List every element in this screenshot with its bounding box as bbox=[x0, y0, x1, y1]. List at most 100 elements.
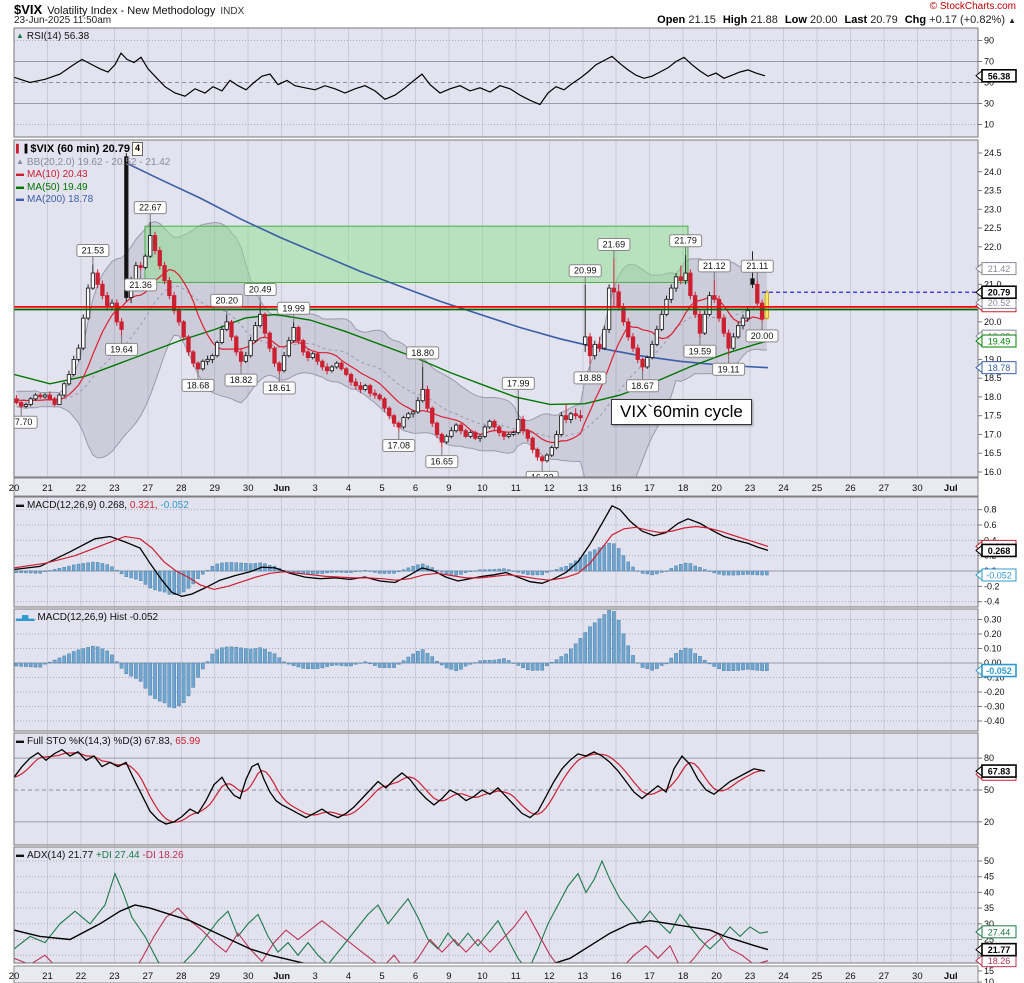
svg-text:0.268: 0.268 bbox=[988, 546, 1011, 556]
axis-tick-label: 10 bbox=[984, 977, 994, 983]
svg-text:18.88: 18.88 bbox=[579, 373, 602, 383]
price-flag: 16.23 bbox=[525, 463, 559, 477]
date-label: 11 bbox=[511, 971, 521, 982]
rsi-line bbox=[14, 52, 766, 106]
axis-tick-label: 0.6 bbox=[984, 520, 997, 530]
price-flag: 17.99 bbox=[501, 376, 535, 398]
svg-text:-0.052: -0.052 bbox=[986, 570, 1012, 580]
date-label: 28 bbox=[176, 483, 187, 494]
axis-value-tag: 0.268 bbox=[975, 543, 1017, 558]
date-label: 10 bbox=[477, 971, 488, 982]
axis-tick-label: 10 bbox=[984, 120, 994, 130]
date-label: 12 bbox=[544, 483, 555, 494]
axis-tick-label: -0.2 bbox=[984, 581, 1000, 591]
svg-text:17.99: 17.99 bbox=[507, 378, 530, 388]
date-label: 27 bbox=[879, 971, 890, 982]
open-value: 21.15 bbox=[688, 14, 716, 26]
svg-text:20.99: 20.99 bbox=[574, 266, 597, 276]
price-flag: 21.12 bbox=[697, 259, 731, 280]
last-label: Last bbox=[844, 14, 868, 26]
macd-panel bbox=[14, 504, 769, 597]
date-label: 4 bbox=[346, 483, 351, 494]
axis-tick-label: 0.00 bbox=[984, 658, 1002, 668]
di-line bbox=[14, 859, 769, 963]
high-label: High bbox=[722, 14, 748, 26]
svg-text:20.00: 20.00 bbox=[751, 331, 774, 341]
axis-tick-label: 25 bbox=[984, 935, 994, 945]
sto-panel bbox=[14, 748, 766, 825]
axis-tick-label: 30 bbox=[984, 99, 994, 109]
price-flag: 20.49 bbox=[243, 282, 277, 304]
axis-tick-label: 16.0 bbox=[984, 467, 1002, 477]
sto-legend: ▬ Full STO %K(14,3) %D(3) 67.83, 65.99 bbox=[16, 736, 201, 747]
adx-line-icon: ▬ bbox=[16, 850, 24, 859]
date-label: 18 bbox=[678, 483, 689, 494]
price-flag: 21.11 bbox=[740, 259, 774, 281]
date-label: 23 bbox=[109, 483, 120, 494]
sto-line-icon: ▬ bbox=[16, 736, 24, 745]
svg-text:21.77: 21.77 bbox=[988, 945, 1011, 955]
price-flag: 18.88 bbox=[573, 363, 607, 385]
ma10-line bbox=[16, 268, 768, 444]
axis-tick-label: 24.0 bbox=[984, 167, 1002, 177]
date-axis-0 bbox=[13, 477, 979, 497]
price-flag: 19.99 bbox=[277, 301, 311, 323]
svg-text:19.64: 19.64 bbox=[110, 344, 133, 354]
axis-tick-label: 22.0 bbox=[984, 242, 1002, 252]
quote-bar: Open 21.15 High 21.88 Low 20.00 Last 20.79 C… bbox=[657, 14, 1016, 26]
date-label: 21 bbox=[42, 971, 53, 982]
date-label: 30 bbox=[912, 483, 923, 494]
axis-tick-label: 17.0 bbox=[984, 429, 1002, 439]
date-label: 5 bbox=[379, 483, 384, 494]
svg-text:21.79: 21.79 bbox=[674, 236, 697, 246]
date-label: 30 bbox=[243, 971, 254, 982]
date-label: 24 bbox=[778, 483, 789, 494]
chg-label: Chg bbox=[904, 14, 927, 26]
rsi-label: RSI(14) bbox=[26, 31, 62, 42]
macd-legend: ▬ MACD(12,26,9) 0.268, 0.321, -0.052 bbox=[16, 500, 189, 511]
price-flag: 20.20 bbox=[210, 293, 244, 315]
ma50-line-icon: ▬ bbox=[16, 181, 24, 191]
date-label: 30 bbox=[243, 483, 254, 494]
date-label: 23 bbox=[745, 971, 756, 982]
axis-tick-label: 24.5 bbox=[984, 148, 1002, 158]
axis-tick-label: -0.40 bbox=[984, 716, 1005, 726]
axis-value-tag: 18.26 bbox=[975, 954, 1017, 968]
axis-value-tag: -0.052 bbox=[975, 663, 1017, 678]
rsi-legend: ▲ RSI(14) 56.38 bbox=[16, 30, 89, 43]
bar-readout: 4 bbox=[132, 142, 144, 156]
price-flag: 18.61 bbox=[262, 374, 296, 395]
svg-text:-0.052: -0.052 bbox=[986, 666, 1012, 676]
axis-tick-label: 15 bbox=[984, 966, 994, 976]
price-legend: ▌▐ $VIX (60 min) 20.79 4 ▲ BB(20,2.0) 19.62… bbox=[16, 142, 170, 206]
svg-text:27.44: 27.44 bbox=[988, 927, 1011, 937]
axis-tick-label: 17.5 bbox=[984, 411, 1002, 421]
axis-tick-label: 50 bbox=[984, 785, 994, 795]
chart-datetime: 23-Jun-2025 11:50am bbox=[14, 15, 112, 26]
axis-tick-label: 50 bbox=[984, 856, 994, 866]
date-label: 27 bbox=[143, 483, 154, 494]
axis-tick-label: 30 bbox=[984, 919, 994, 929]
date-label: 9 bbox=[446, 971, 451, 982]
svg-text:19.99: 19.99 bbox=[282, 303, 305, 313]
svg-text:18.61: 18.61 bbox=[268, 383, 291, 393]
date-label: 13 bbox=[577, 971, 588, 982]
date-label: 13 bbox=[577, 483, 588, 494]
date-label: 17 bbox=[644, 971, 655, 982]
axis-value-tag: -0.052 bbox=[975, 568, 1017, 582]
ticker-name: Volatility Index - New Methodology bbox=[47, 5, 216, 17]
ma10-legend: ▬ MA(10) 20.43 bbox=[16, 169, 88, 180]
svg-text:18.82: 18.82 bbox=[230, 375, 253, 385]
date-label: 24 bbox=[778, 971, 789, 982]
last-value: 20.79 bbox=[870, 14, 898, 26]
date-label: 20 bbox=[711, 971, 722, 982]
axis-tick-label: 23.0 bbox=[984, 204, 1002, 214]
axis-tick-label: 0.10 bbox=[984, 644, 1002, 654]
date-label: 22 bbox=[76, 971, 87, 982]
axis-tick-label: 18.5 bbox=[984, 373, 1002, 383]
date-label: 27 bbox=[879, 483, 890, 494]
adx-panel bbox=[14, 859, 769, 963]
date-label: 12 bbox=[544, 971, 555, 982]
svg-text:21.53: 21.53 bbox=[82, 245, 105, 255]
